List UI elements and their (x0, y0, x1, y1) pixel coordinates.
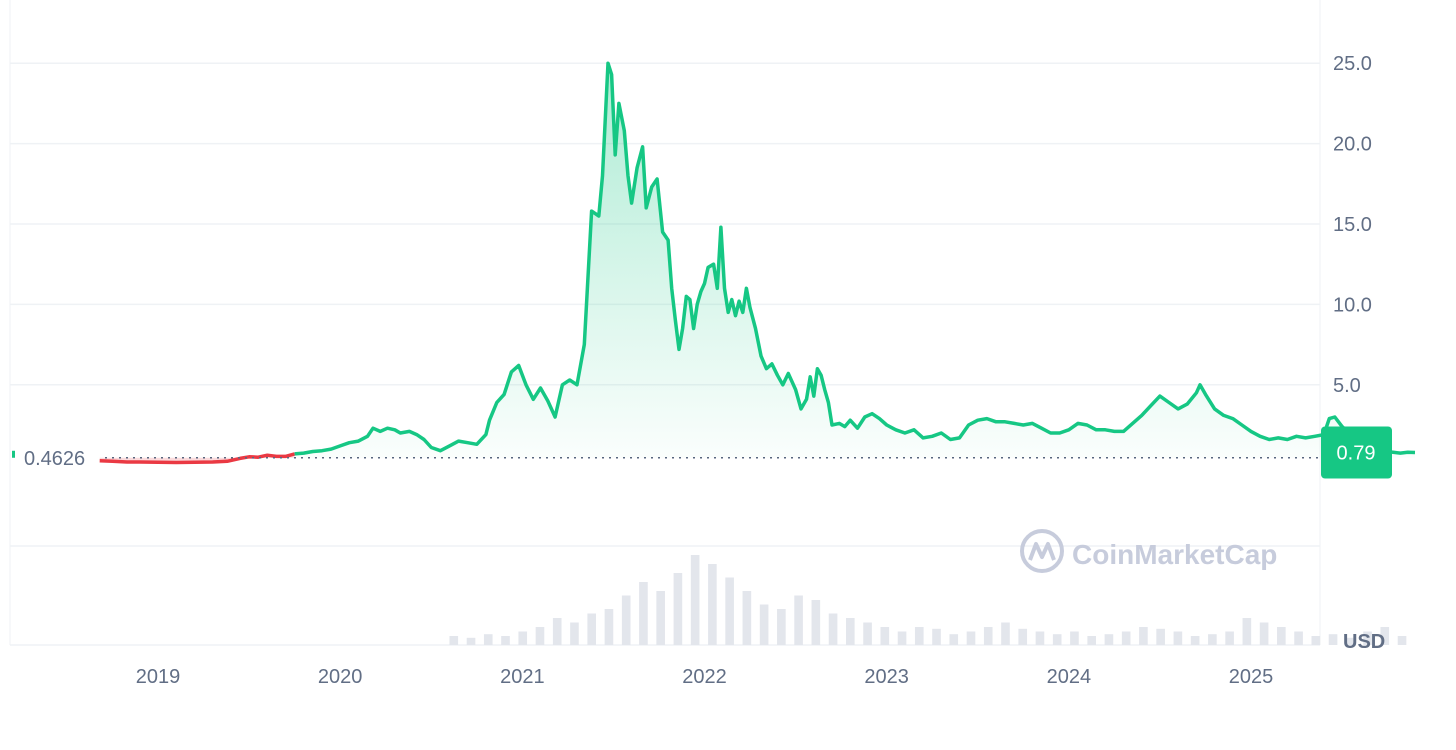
price-line-up (294, 61, 1416, 456)
y-tick-label: 5.0 (1333, 375, 1361, 397)
volume-bar (1225, 631, 1234, 645)
volume-bar (1139, 627, 1148, 645)
volume-bar (1001, 622, 1010, 645)
price-area-up (294, 63, 1416, 458)
x-axis: 2019 2020 2021 2022 2023 2024 2025 (136, 666, 1274, 688)
volume-bar (846, 618, 855, 645)
volume-bar (673, 573, 683, 645)
y-tick-label: 10.0 (1333, 294, 1372, 316)
volume-bar (880, 627, 890, 645)
volume-bar (897, 631, 907, 645)
y-tick-label: 20.0 (1333, 134, 1372, 156)
volume-bar (552, 618, 562, 645)
label-layer: 0.4626 0.79 (24, 426, 1392, 479)
volume-bar (932, 628, 941, 645)
volume-bar (1363, 631, 1372, 645)
volume-bar (1173, 631, 1183, 645)
volume-bar (828, 613, 838, 645)
volume-bar (1121, 631, 1131, 645)
y-axis: 5.0 10.0 15.0 20.0 25.0 USD (1333, 53, 1385, 653)
volume-bar (1156, 628, 1165, 645)
volume-bar (1104, 634, 1114, 645)
volume-bar (621, 595, 631, 645)
volume-bar (1380, 627, 1390, 645)
volume-bar (708, 564, 717, 645)
volume-bar (811, 600, 821, 645)
current-price-label: 0.79 (1337, 442, 1376, 464)
volume-bar (949, 634, 959, 645)
volume-bar (725, 577, 734, 645)
y-tick-label: 25.0 (1333, 53, 1372, 75)
x-tick-label: 2023 (864, 666, 909, 688)
volume-bar (690, 555, 700, 645)
volume-bar (966, 631, 976, 645)
volume-bar (794, 595, 803, 645)
x-tick-label: 2022 (682, 666, 727, 688)
volume-bar (1345, 637, 1355, 645)
line-layer (99, 61, 1416, 465)
volume-bar (863, 622, 872, 645)
volume-bar (1277, 627, 1286, 645)
volume-bar (1328, 634, 1338, 645)
volume-bar (1242, 618, 1252, 645)
volume-bar (656, 591, 665, 645)
volume-bar (1294, 631, 1303, 645)
volume-bar (501, 636, 510, 645)
volume-layer (449, 555, 1407, 645)
volume-bar (535, 627, 545, 645)
price-line-down (99, 452, 296, 465)
volume-bar (1035, 631, 1045, 645)
x-tick-label: 2024 (1047, 666, 1092, 688)
volume-bar (742, 591, 752, 645)
currency-label: USD (1343, 631, 1385, 653)
volume-bar (914, 627, 924, 645)
watermark-text: CoinMarketCap (1072, 539, 1277, 570)
volume-bar (983, 627, 993, 645)
volume-bar (483, 634, 493, 645)
current-price-badge (1321, 426, 1392, 479)
volume-bar (777, 609, 786, 645)
volume-bar (759, 604, 769, 645)
x-tick-label: 2020 (318, 666, 363, 688)
volume-bar (1018, 628, 1028, 645)
volume-bar (449, 636, 459, 645)
baseline-layer (12, 450, 1320, 459)
volume-bar (1259, 622, 1269, 645)
volume-bar (1190, 636, 1200, 645)
x-tick-label: 2019 (136, 666, 181, 688)
y-tick-label: 15.0 (1333, 214, 1372, 236)
volume-bar (639, 582, 648, 645)
volume-bar (1208, 634, 1217, 645)
area-layer (99, 63, 1416, 463)
volume-bar (604, 609, 614, 645)
volume-bar (570, 622, 579, 645)
watermark: CoinMarketCap (1020, 529, 1277, 573)
volume-bar (587, 613, 597, 645)
volume-bar (1397, 636, 1407, 645)
volume-bar (1311, 636, 1321, 645)
volume-bar (1087, 636, 1096, 645)
volume-bar (1070, 631, 1079, 645)
volume-bar (1052, 634, 1062, 645)
volume-bar (466, 637, 476, 645)
volume-bar (518, 631, 528, 645)
x-tick-label: 2021 (500, 666, 545, 688)
baseline-marker (12, 450, 15, 458)
baseline-label: 0.4626 (24, 448, 85, 470)
watermark-logo-icon (1020, 529, 1064, 573)
x-tick-label: 2025 (1229, 666, 1274, 688)
